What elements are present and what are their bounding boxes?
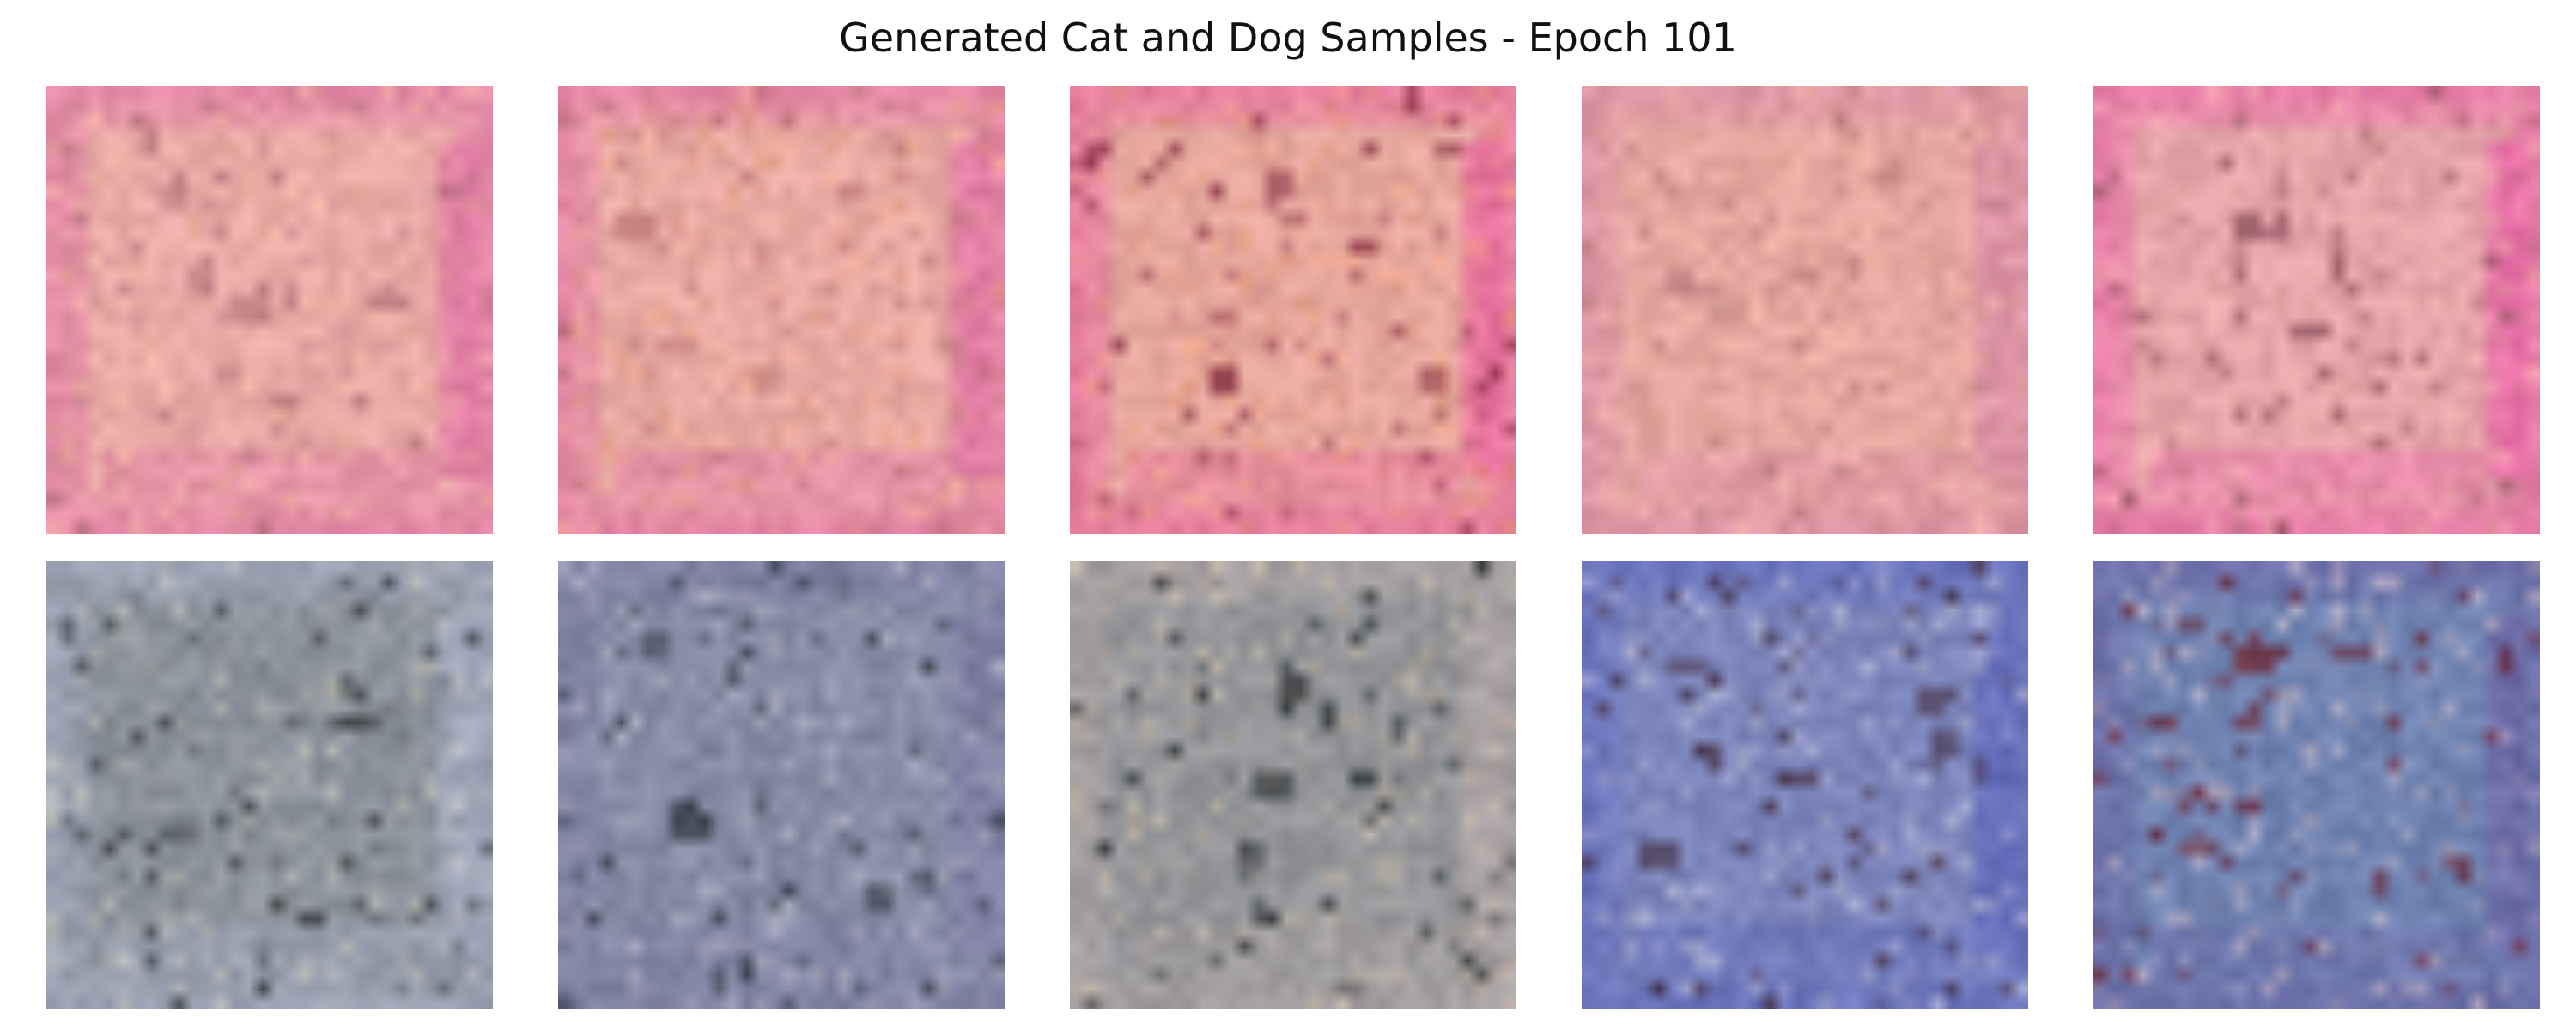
sample-image-r1c1 xyxy=(46,86,493,534)
sample-canvas xyxy=(1582,86,2028,534)
sample-image-r2c2 xyxy=(558,561,1005,1009)
sample-image-r2c5 xyxy=(2093,561,2540,1009)
sample-image-r2c1 xyxy=(46,561,493,1009)
sample-canvas xyxy=(558,86,1005,534)
sample-image-r2c4 xyxy=(1582,561,2028,1009)
sample-canvas xyxy=(1582,561,2028,1009)
sample-image-r1c5 xyxy=(2093,86,2540,534)
sample-image-r1c3 xyxy=(1070,86,1516,534)
sample-canvas xyxy=(46,561,493,1009)
sample-canvas xyxy=(2093,561,2540,1009)
sample-image-r1c2 xyxy=(558,86,1005,534)
sample-canvas xyxy=(1070,86,1516,534)
sample-canvas xyxy=(558,561,1005,1009)
sample-image-r2c3 xyxy=(1070,561,1516,1009)
sample-canvas xyxy=(2093,86,2540,534)
sample-canvas xyxy=(1070,561,1516,1009)
sample-canvas xyxy=(46,86,493,534)
figure-title: Generated Cat and Dog Samples - Epoch 10… xyxy=(839,15,1737,61)
sample-image-r1c4 xyxy=(1582,86,2028,534)
